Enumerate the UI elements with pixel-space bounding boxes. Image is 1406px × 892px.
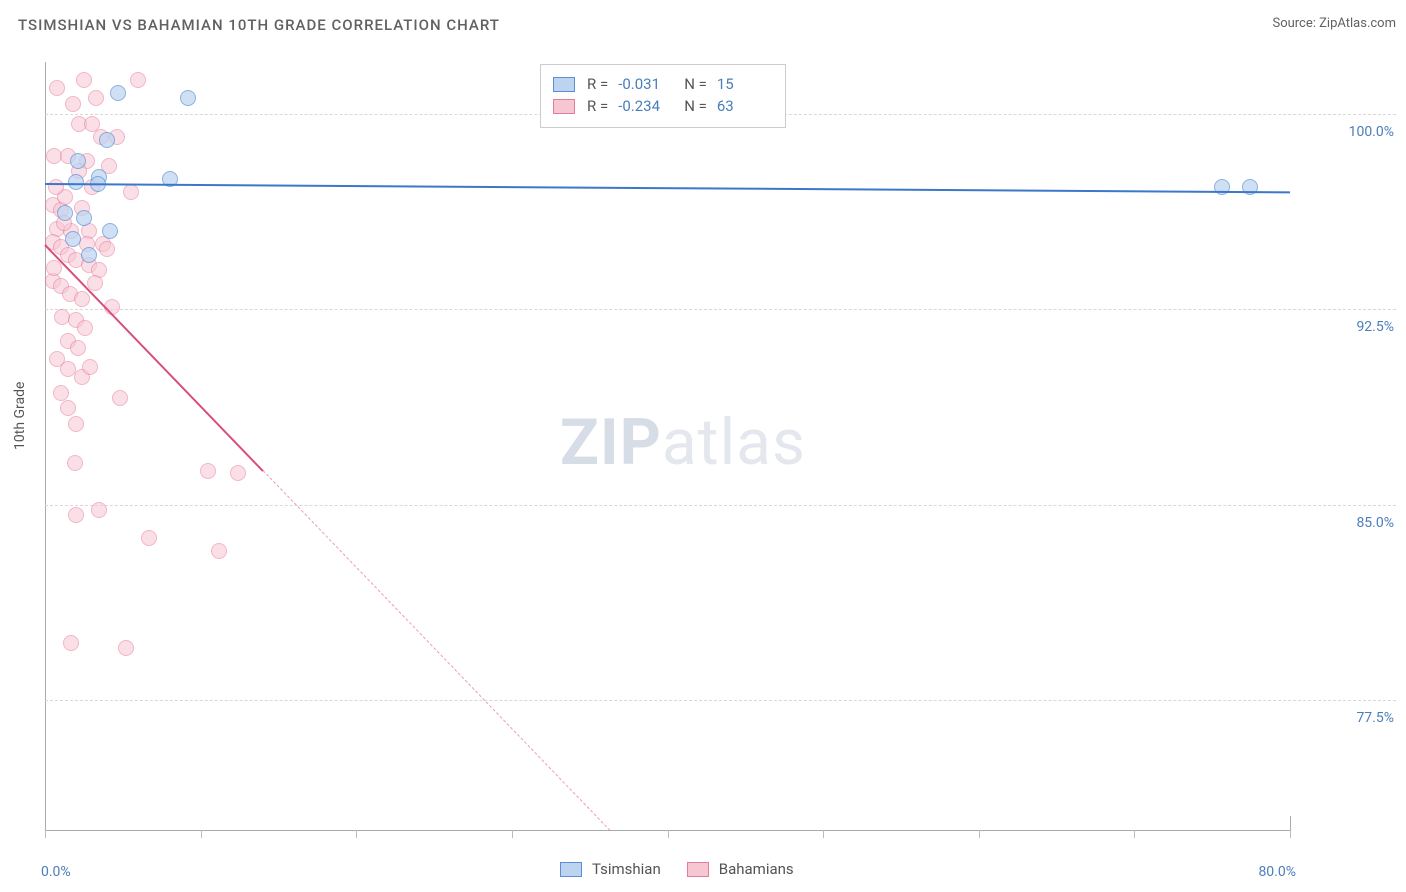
data-point	[76, 72, 92, 88]
legend-item-bahamians: Bahamians	[687, 860, 794, 878]
data-point	[68, 507, 84, 523]
n-value-tsimshian: 15	[717, 75, 773, 93]
n-value-bahamians: 63	[717, 97, 773, 115]
data-point	[200, 463, 216, 479]
data-point	[82, 359, 98, 375]
swatch-tsimshian	[553, 77, 575, 92]
data-point	[99, 241, 115, 257]
data-point	[91, 502, 107, 518]
series-legend: Tsimshian Bahamians	[560, 860, 812, 878]
x-tick	[979, 830, 980, 838]
r-value-bahamians: -0.234	[618, 97, 674, 115]
stats-row-bahamians: R = -0.234 N = 63	[553, 97, 773, 115]
data-point	[81, 247, 97, 263]
x-tick	[512, 830, 513, 838]
data-point	[180, 90, 196, 106]
swatch-tsimshian-icon	[560, 862, 582, 877]
gridline	[45, 309, 1396, 310]
trendline-extrapolated	[263, 470, 611, 830]
data-point	[74, 291, 90, 307]
data-point	[68, 174, 84, 190]
y-tick-label: 100.0%	[1349, 124, 1394, 140]
data-point	[84, 116, 100, 132]
n-label-2: N =	[684, 97, 707, 115]
y-tick-label: 92.5%	[1356, 319, 1394, 335]
x-tick-label: 80.0%	[1258, 864, 1296, 880]
x-tick	[1290, 830, 1291, 838]
stats-row-tsimshian: R = -0.031 N = 15	[553, 75, 773, 93]
y-tick-label: 85.0%	[1356, 515, 1394, 531]
n-label-1: N =	[684, 75, 707, 93]
x-tick-label: 0.0%	[41, 864, 71, 880]
swatch-bahamians	[553, 99, 575, 114]
x-tick	[45, 830, 46, 838]
y-axis-line	[45, 62, 46, 830]
data-point	[130, 72, 146, 88]
x-tick	[356, 830, 357, 838]
data-point	[70, 340, 86, 356]
data-point	[60, 400, 76, 416]
data-point	[70, 153, 86, 169]
legend-item-tsimshian: Tsimshian	[560, 860, 661, 878]
data-point	[67, 455, 83, 471]
data-point	[112, 390, 128, 406]
data-point	[57, 205, 73, 221]
gridline	[45, 505, 1396, 506]
data-point	[49, 80, 65, 96]
legend-label-bahamians: Bahamians	[719, 860, 794, 878]
trendline	[45, 183, 1290, 193]
data-point	[68, 416, 84, 432]
r-label-2: R =	[587, 97, 608, 115]
x-tick	[668, 830, 669, 838]
data-point	[76, 210, 92, 226]
y-tick-label: 77.5%	[1356, 710, 1394, 726]
data-point	[48, 179, 64, 195]
data-point	[53, 385, 69, 401]
x-tick	[1134, 830, 1135, 838]
y-axis-label: 10th Grade	[12, 382, 28, 450]
gridline	[45, 700, 1396, 701]
data-point	[118, 640, 134, 656]
stats-box: R = -0.031 N = 15 R = -0.234 N = 63	[540, 64, 786, 128]
trendline	[44, 245, 263, 472]
data-point	[230, 465, 246, 481]
right-edge-tick	[1290, 816, 1291, 830]
data-point	[141, 530, 157, 546]
watermark: ZIPatlas	[560, 405, 806, 480]
data-point	[63, 635, 79, 651]
x-tick	[201, 830, 202, 838]
watermark-bold: ZIP	[560, 405, 662, 480]
data-point	[65, 96, 81, 112]
x-tick	[823, 830, 824, 838]
data-point	[88, 90, 104, 106]
data-point	[99, 132, 115, 148]
data-point	[65, 231, 81, 247]
data-point	[102, 223, 118, 239]
data-point	[123, 184, 139, 200]
chart-area: ZIPatlas 10th Grade 100.0% 92.5% 85.0% 77.5…	[0, 0, 1406, 892]
swatch-bahamians-icon	[687, 862, 709, 877]
data-point	[211, 543, 227, 559]
legend-label-tsimshian: Tsimshian	[592, 860, 661, 878]
data-point	[110, 85, 126, 101]
data-point	[77, 320, 93, 336]
watermark-light: atlas	[662, 405, 806, 480]
r-label-1: R =	[587, 75, 608, 93]
r-value-tsimshian: -0.031	[618, 75, 674, 93]
